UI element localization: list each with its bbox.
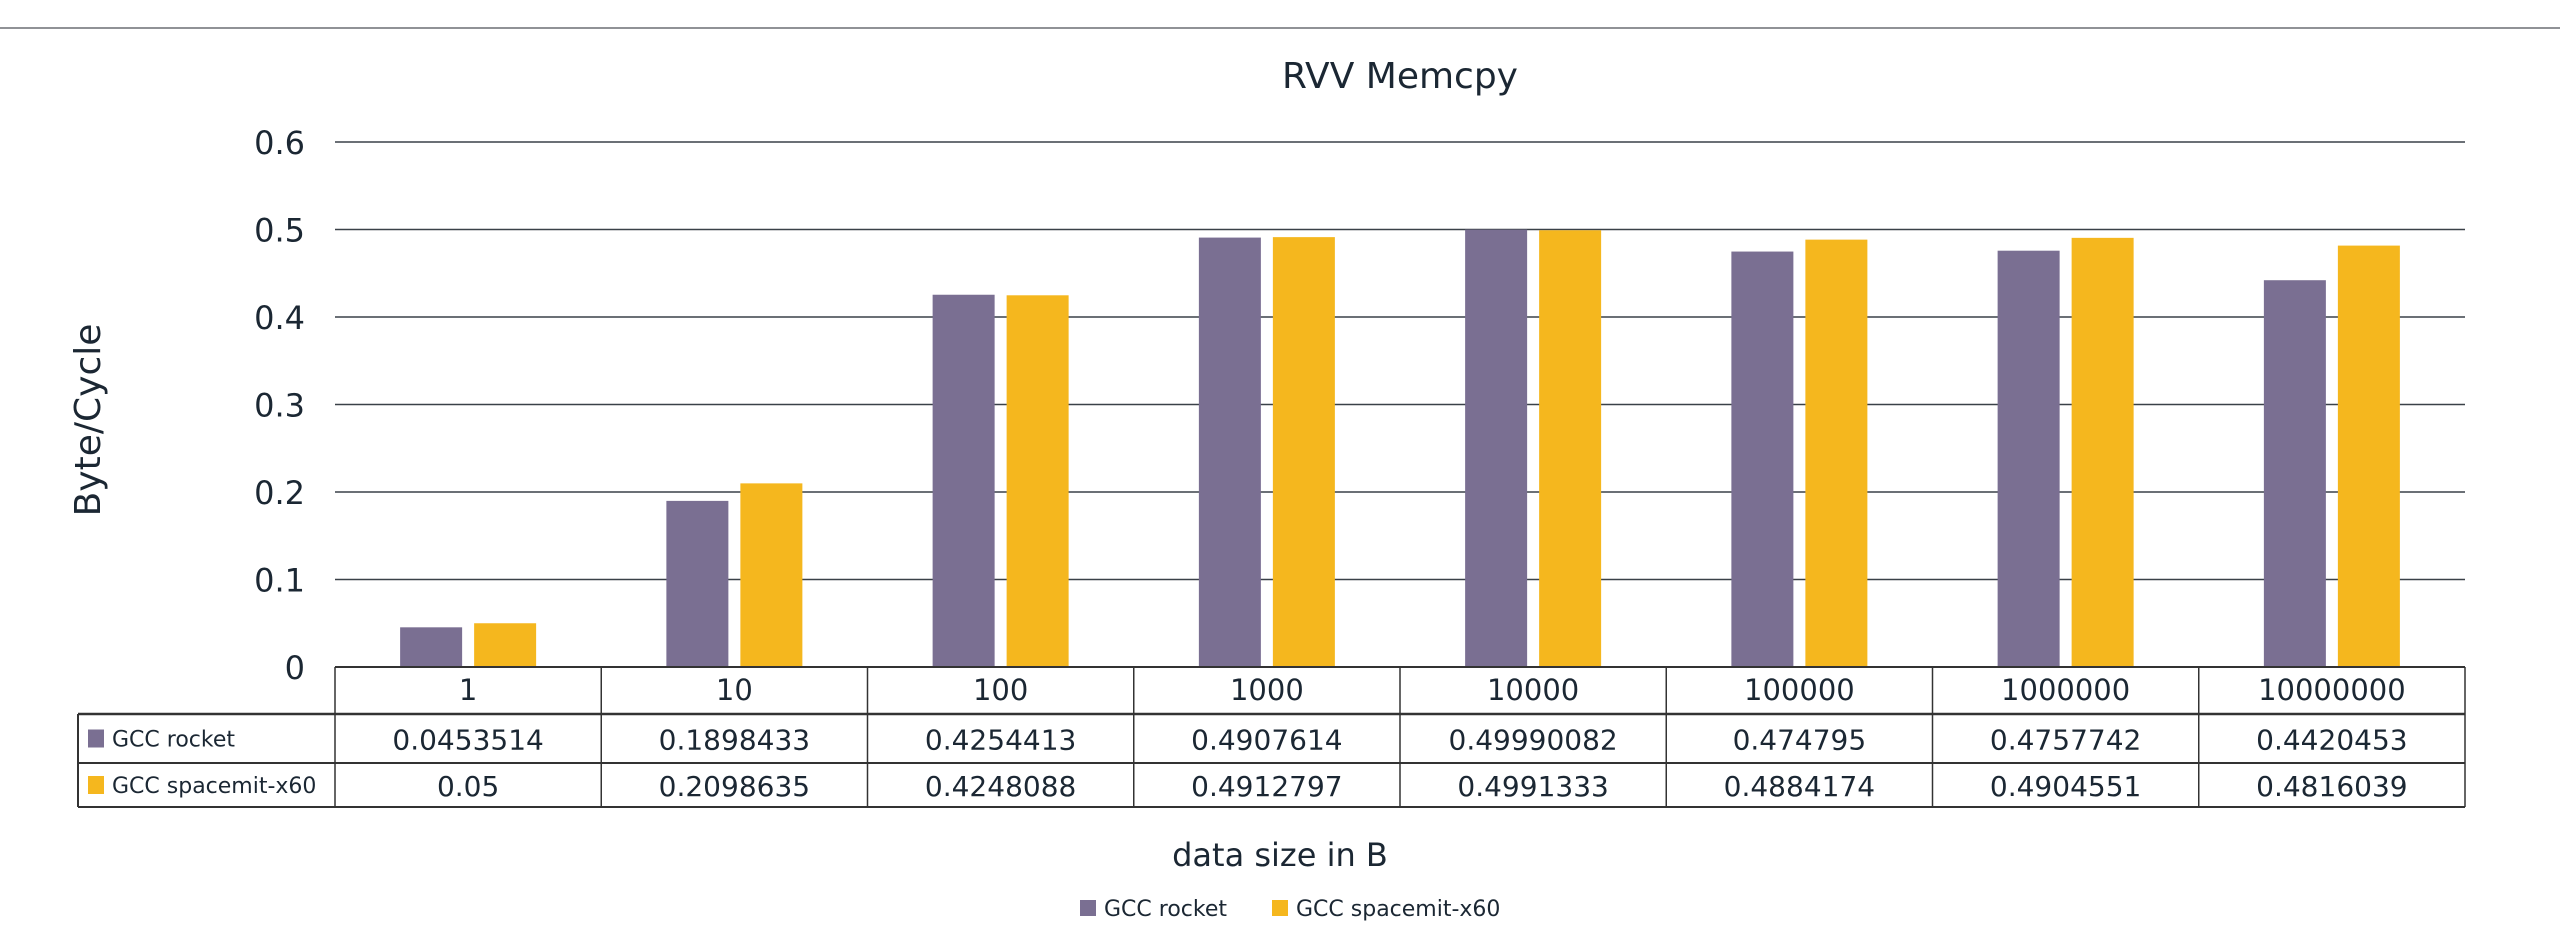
- bar-gcc-rocket: [932, 294, 995, 667]
- x-category-label: 10: [716, 673, 753, 707]
- table-cell-value: 0.0453514: [392, 724, 543, 757]
- table-cell-value: 0.4991333: [1457, 770, 1608, 803]
- table-series-label: GCC rocket: [112, 728, 235, 753]
- table-cell-value: 0.4884174: [1724, 770, 1875, 803]
- table-cell-value: 0.2098635: [659, 770, 810, 803]
- x-category-label: 1000: [1230, 673, 1304, 707]
- x-category-label: 10000000: [2258, 673, 2406, 707]
- table-cell-value: 0.4912797: [1191, 770, 1342, 803]
- bar-gcc-rocket: [1465, 229, 1528, 667]
- legend-swatch: [88, 729, 104, 748]
- y-tick-label: 0.5: [254, 212, 305, 250]
- bar-gcc-spacemit-x60: [474, 623, 537, 667]
- x-category-label: 10000: [1487, 673, 1579, 707]
- y-tick-label: 0.3: [254, 387, 305, 425]
- bar-gcc-spacemit-x60: [1539, 230, 1602, 667]
- legend-swatch: [88, 776, 104, 794]
- y-tick-label: 0.6: [254, 124, 305, 162]
- bar-gcc-rocket: [2263, 280, 2326, 667]
- table-cell-value: 0.474795: [1733, 724, 1867, 757]
- table-cell-value: 0.4248088: [925, 770, 1076, 803]
- table-cell-value: 0.05: [437, 770, 499, 803]
- table-cell-value: 0.4816039: [2256, 770, 2407, 803]
- y-tick-label: 0.4: [254, 299, 305, 337]
- x-category-label: 1000000: [2001, 673, 2130, 707]
- legend-swatch: [1080, 900, 1096, 916]
- table-cell-value: 0.4907614: [1191, 724, 1342, 757]
- table-cell-value: 0.4904551: [1990, 770, 2141, 803]
- table-cell-value: 0.49990082: [1449, 724, 1618, 757]
- legend-label: GCC rocket: [1104, 897, 1227, 922]
- x-category-label: 1: [459, 673, 477, 707]
- bar-gcc-spacemit-x60: [2337, 245, 2400, 667]
- bar-gcc-spacemit-x60: [1272, 237, 1335, 668]
- x-category-label: 100: [973, 673, 1028, 707]
- bar-gcc-spacemit-x60: [740, 483, 803, 667]
- table-series-label: GCC spacemit-x60: [112, 774, 316, 799]
- chart-title: RVV Memcpy: [1282, 56, 1518, 97]
- y-tick-label: 0.1: [254, 562, 305, 600]
- bar-gcc-spacemit-x60: [1805, 239, 1868, 668]
- y-tick-label: 0.2: [254, 474, 305, 512]
- table-cell-value: 0.4757742: [1990, 724, 2141, 757]
- bar-gcc-rocket: [1731, 251, 1794, 667]
- bar-gcc-rocket: [1198, 237, 1261, 667]
- x-category-label: 100000: [1744, 673, 1855, 707]
- bar-gcc-spacemit-x60: [2071, 237, 2134, 667]
- table-cell-value: 0.4420453: [2256, 724, 2407, 757]
- bar-gcc-rocket: [666, 500, 729, 667]
- bar-gcc-spacemit-x60: [1006, 295, 1069, 667]
- table-cell-value: 0.4254413: [925, 724, 1076, 757]
- table-cell-value: 0.1898433: [659, 724, 810, 757]
- bar-gcc-rocket: [1997, 250, 2060, 667]
- y-tick-label: 0: [285, 649, 305, 687]
- x-axis-label: data size in B: [1172, 836, 1388, 874]
- legend-swatch: [1272, 900, 1288, 916]
- y-axis-label: Byte/Cycle: [68, 324, 109, 517]
- legend-label: GCC spacemit-x60: [1296, 897, 1500, 922]
- bar-gcc-rocket: [400, 627, 463, 667]
